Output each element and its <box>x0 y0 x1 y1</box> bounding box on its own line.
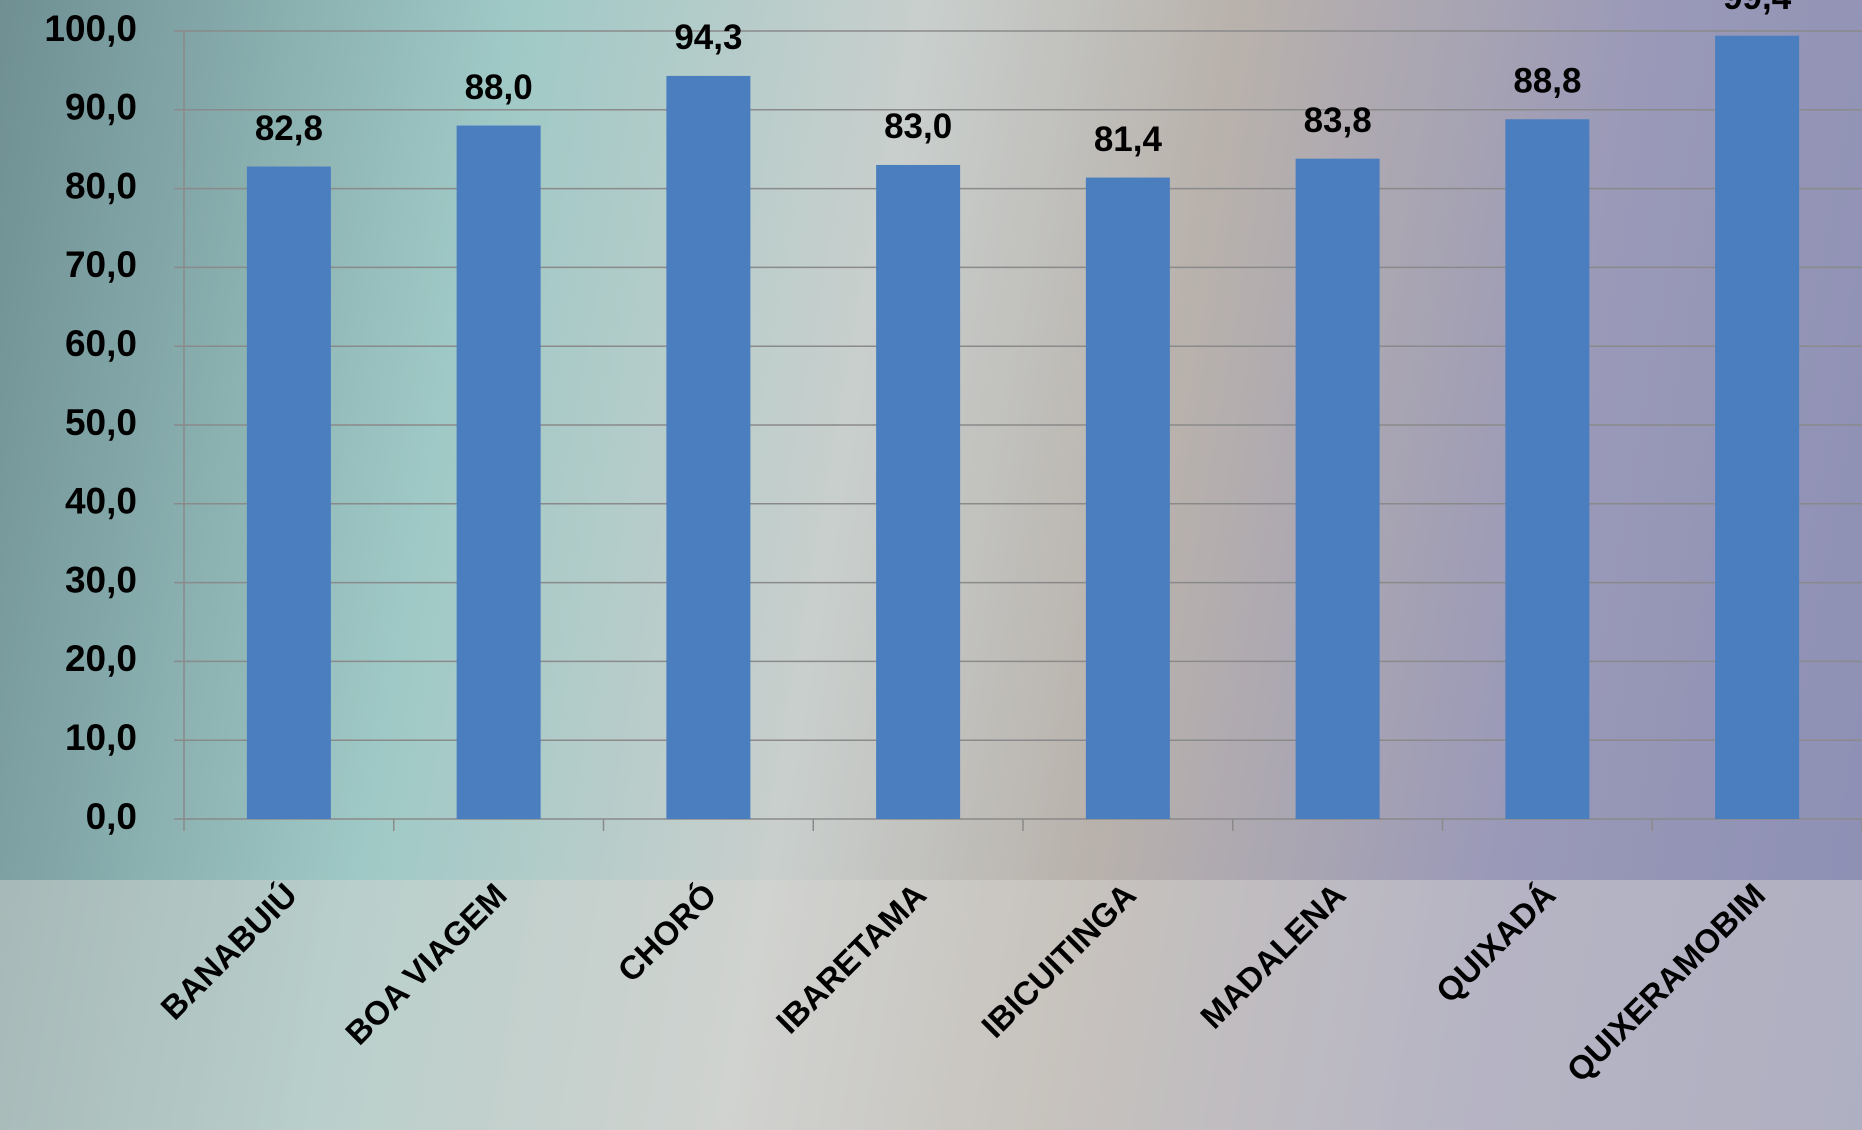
y-tick-label: 60,0 <box>65 323 137 364</box>
y-tick-label: 20,0 <box>65 638 137 679</box>
value-label: 88,0 <box>465 68 533 107</box>
y-tick-label: 10,0 <box>65 717 137 758</box>
bar <box>1505 119 1589 819</box>
value-label: 83,8 <box>1304 101 1372 140</box>
y-tick-label: 80,0 <box>65 165 137 206</box>
bar <box>876 165 960 819</box>
y-tick-label: 70,0 <box>65 244 137 285</box>
y-tick-label: 0,0 <box>86 796 137 837</box>
y-tick-label: 50,0 <box>65 402 137 443</box>
value-label: 94,3 <box>674 18 742 57</box>
bar <box>1296 159 1380 819</box>
y-tick-label: 100,0 <box>44 8 137 49</box>
bar <box>457 126 541 819</box>
bar <box>666 76 750 819</box>
bar <box>1086 178 1170 819</box>
value-label: 88,8 <box>1513 62 1581 101</box>
y-tick-label: 30,0 <box>65 559 137 600</box>
value-label: 83,0 <box>884 107 952 146</box>
value-label: 99,4 <box>1723 0 1792 17</box>
chart: 0,0 10,0 20,0 30,0 40,0 50,0 60,0 70,0 80,0 90,0 1… <box>0 0 1862 1130</box>
bar <box>247 167 331 819</box>
bar <box>1715 36 1799 819</box>
y-tick-label: 40,0 <box>65 481 137 522</box>
page: 0,0 10,0 20,0 30,0 40,0 50,0 60,0 70,0 80,0 90,0 1… <box>0 0 1862 1130</box>
value-label: 81,4 <box>1094 120 1163 159</box>
y-tick-label: 90,0 <box>65 87 137 128</box>
value-label: 82,8 <box>255 109 323 148</box>
